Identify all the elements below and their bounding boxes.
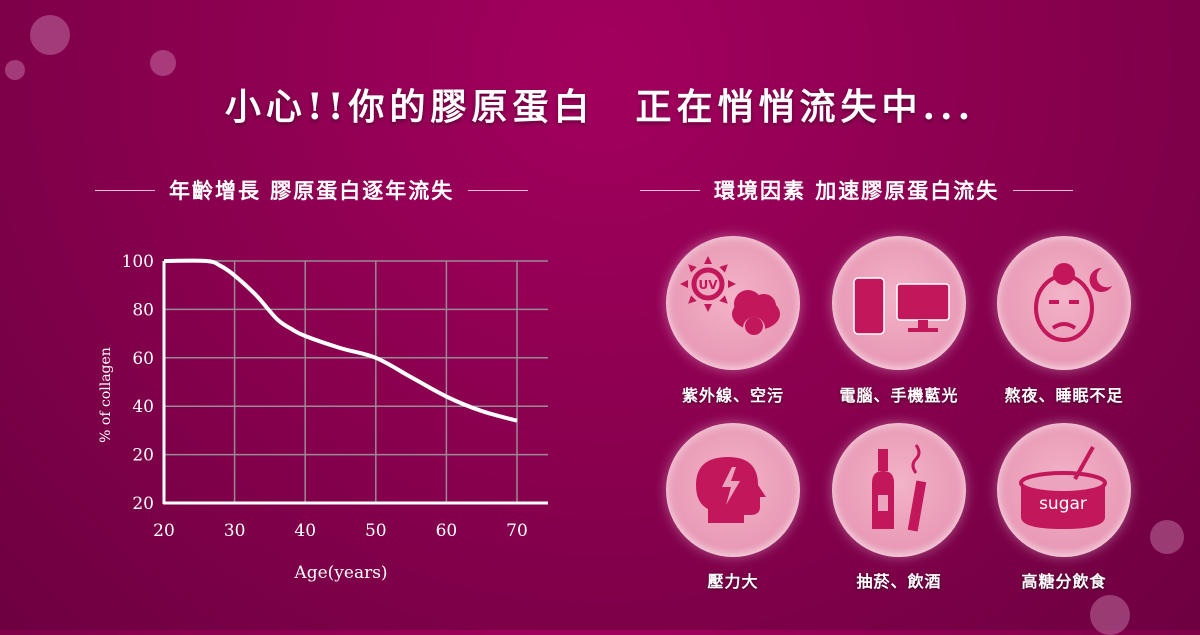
tired-face-moon-icon — [1034, 263, 1112, 342]
x-tick-label: 30 — [224, 521, 246, 541]
x-tick-label: 40 — [294, 521, 316, 541]
y-tick-label: 20 — [132, 446, 154, 466]
right-heading: 環境因素 加速膠原蛋白流失 — [640, 175, 1074, 205]
collagen-chart: 20 30 40 50 60 70 20 20 40 60 80 100 Age(years) % o… — [98, 252, 548, 583]
factor-label: 熬夜、睡眠不足 — [1004, 386, 1124, 405]
jar-text: sugar — [1039, 494, 1087, 514]
y-tick-label: 40 — [132, 397, 154, 417]
molecule-decoration — [5, 60, 25, 80]
y-tick-label: 100 — [122, 252, 154, 272]
factor-label: 抽菸、飲酒 — [856, 572, 942, 591]
collagen-line — [163, 258, 518, 423]
uv-sun-smog-skull-icon: UV — [680, 256, 780, 339]
molecule-decoration — [150, 50, 176, 76]
factor-label: 壓力大 — [707, 572, 759, 591]
head-lightning-icon — [696, 457, 766, 523]
factor-bubble — [997, 236, 1131, 370]
y-tick-label: 80 — [132, 300, 154, 320]
molecule-decoration — [1090, 595, 1130, 635]
x-tick-label: 70 — [506, 521, 528, 541]
factor-bubble — [832, 236, 966, 370]
molecule-decoration — [30, 15, 70, 55]
phone-monitor-icon — [853, 277, 950, 335]
y-tick-label: 60 — [132, 349, 154, 369]
x-tick-label: 60 — [436, 521, 458, 541]
molecule-decoration — [1150, 520, 1184, 554]
x-tick-label: 50 — [365, 521, 387, 541]
y-tick-label: 20 — [132, 494, 154, 514]
factor-bubble — [832, 423, 966, 557]
factor-bubble: sugar — [997, 423, 1131, 557]
factor-bubble — [666, 423, 800, 557]
y-axis-label: % of collagen — [98, 347, 114, 443]
factor-label: 紫外線、空污 — [681, 386, 784, 405]
factor-bubble: UV — [666, 236, 800, 370]
bottle-cigarette-icon — [872, 444, 927, 532]
left-heading: 年齡增長 膠原蛋白逐年流失 — [95, 175, 529, 205]
left-heading-text: 年齡增長 膠原蛋白逐年流失 — [169, 178, 455, 203]
page-title: 小心!!你的膠原蛋白 正在悄悄流失中... — [224, 86, 976, 128]
x-tick-label: 20 — [153, 521, 175, 541]
x-axis-label: Age(years) — [293, 563, 387, 583]
factor-label: 高糖分飲食 — [1021, 572, 1107, 591]
right-heading-text: 環境因素 加速膠原蛋白流失 — [714, 178, 1000, 203]
factor-label: 電腦、手機藍光 — [839, 386, 959, 405]
svg-text:UV: UV — [698, 278, 718, 292]
sugar-jar-icon: sugar — [1019, 446, 1107, 529]
